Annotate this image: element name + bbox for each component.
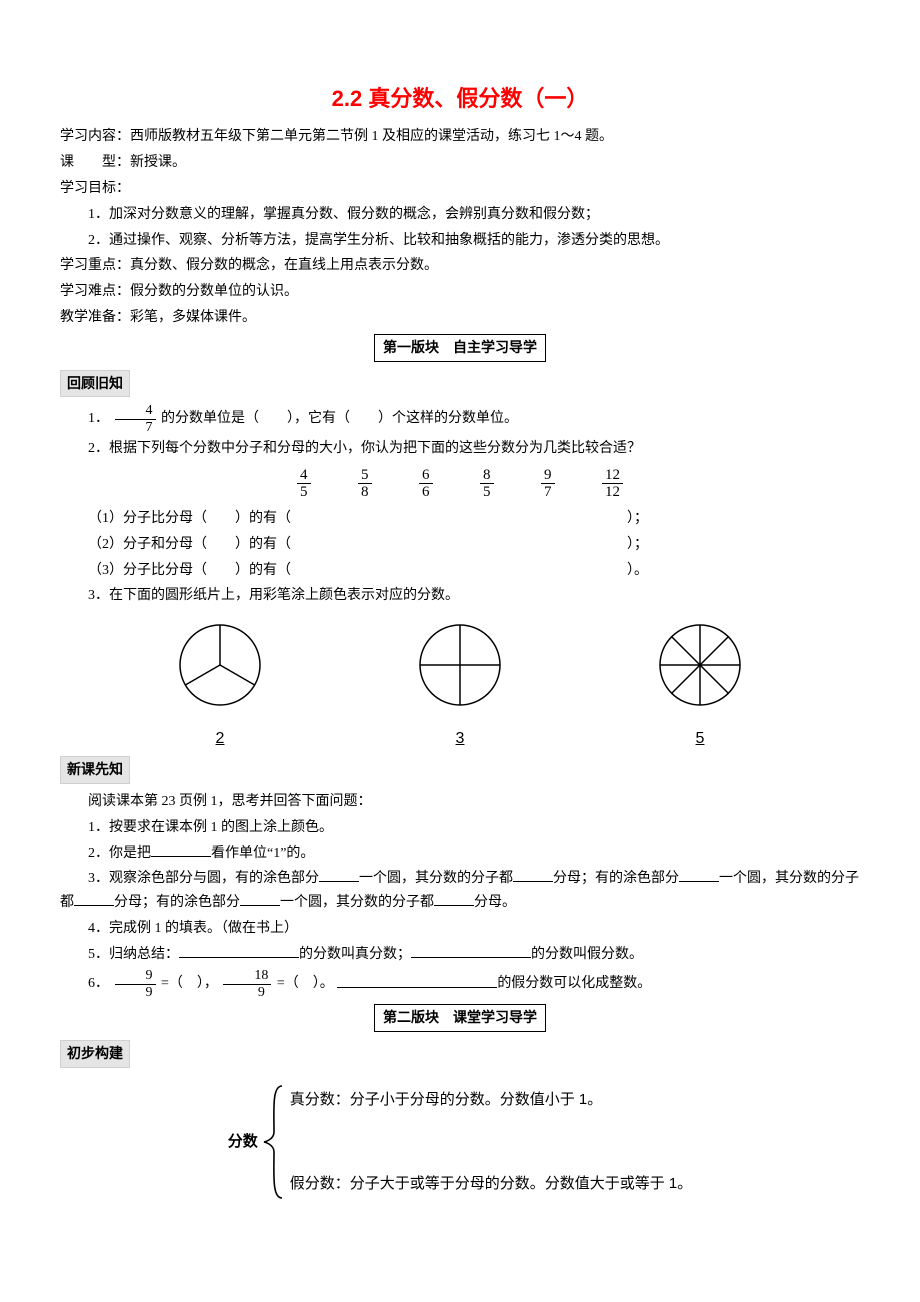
preview-p2: 2．你是把看作单位“1”的。 [60, 842, 860, 866]
circle-3-sector-icon [177, 622, 263, 708]
circle-3-label: 5 [696, 725, 705, 752]
q1-fraction: 4 7 [115, 403, 156, 435]
q1-num: 4 [115, 403, 156, 418]
circle-2-label: 3 [456, 725, 465, 752]
tag-preview: 新课先知 [60, 756, 130, 784]
brace-diagram: 分数 真分数：分子小于分母的分数。分数值小于 1。 假分数：分子大于或等于分母的… [60, 1082, 860, 1202]
brace-line-1: 真分数：分子小于分母的分数。分数值小于 1。 [290, 1087, 693, 1113]
q1-den: 7 [115, 419, 156, 435]
obj-1: 1．加深对分数意义的理解，掌握真分数、假分数的概念，会辨别真分数和假分数； [60, 203, 860, 227]
block2-header: 第二版块 课堂学习导学 [374, 1004, 546, 1032]
fraction-row: 45 58 66 85 97 1212 [60, 467, 860, 501]
circles-row: 2 3 5 [100, 622, 820, 752]
classify-1: （1）分子比分母（ ）的有（ ）； [60, 507, 860, 531]
meta-content: 学习内容：西师版教材五年级下第二单元第二节例 1 及相应的课堂活动，练习七 1～… [60, 125, 860, 149]
preview-p3: 3．观察涂色部分与圆，有的涂色部分一个圆，其分数的分子都分母；有的涂色部分一个圆… [60, 867, 860, 915]
meta-obj-label: 学习目标： [60, 177, 860, 201]
tag-review: 回顾旧知 [60, 370, 130, 398]
page-title: 2.2 真分数、假分数（一） [60, 80, 860, 117]
tag-build: 初步构建 [60, 1040, 130, 1068]
circle-1: 2 [177, 622, 263, 752]
obj-2: 2．通过操作、观察、分析等方法，提高学生分析、比较和抽象概括的能力，渗透分类的思… [60, 229, 860, 253]
circle-3: 5 [657, 622, 743, 752]
circle-1-label: 2 [216, 725, 225, 752]
q1-prefix: 1． [88, 411, 109, 426]
frac-5: 97 [541, 467, 555, 501]
circle-8-sector-icon [657, 622, 743, 708]
meta-class-type: 课 型：新授课。 [60, 151, 860, 175]
preview-intro: 阅读课本第 23 页例 1，思考并回答下面问题： [60, 790, 860, 814]
frac-1: 45 [297, 467, 311, 501]
preview-p5: 5．归纳总结：的分数叫真分数；的分数叫假分数。 [60, 943, 860, 967]
circle-4-sector-icon [417, 622, 503, 708]
classify-3: （3）分子比分母（ ）的有（ ）。 [60, 559, 860, 583]
review-q2: 2．根据下列每个分数中分子和分母的大小，你认为把下面的这些分数分为几类比较合适？ [60, 437, 860, 461]
meta-focus: 学习重点：真分数、假分数的概念，在直线上用点表示分数。 [60, 254, 860, 278]
q1-suffix: 的分数单位是（ ），它有（ ）个这样的分数单位。 [161, 411, 518, 426]
preview-p1: 1．按要求在课本例 1 的图上涂上颜色。 [60, 816, 860, 840]
frac-3: 66 [419, 467, 433, 501]
frac-2: 58 [358, 467, 372, 501]
brace-root: 分数 [228, 1129, 258, 1155]
brace-line-2: 假分数：分子大于或等于分母的分数。分数值大于或等于 1。 [290, 1171, 693, 1197]
p6-frac1: 99 [115, 968, 156, 1000]
meta-prep: 教学准备：彩笔，多媒体课件。 [60, 306, 860, 330]
circle-2: 3 [417, 622, 503, 752]
meta-difficulty: 学习难点：假分数的分数单位的认识。 [60, 280, 860, 304]
p6-frac2: 189 [223, 968, 271, 1000]
block1-header: 第一版块 自主学习导学 [374, 334, 546, 362]
classify-2: （2）分子和分母（ ）的有（ ）； [60, 533, 860, 557]
frac-4: 85 [480, 467, 494, 501]
preview-p6: 6． 99 =（ ）， 189 =（ ）。 的假分数可以化成整数。 [60, 968, 860, 1000]
review-q3: 3．在下面的圆形纸片上，用彩笔涂上颜色表示对应的分数。 [60, 584, 860, 608]
left-brace-icon [262, 1082, 284, 1202]
frac-6: 1212 [602, 467, 623, 501]
preview-p4: 4．完成例 1 的填表。（做在书上） [60, 917, 860, 941]
review-q1: 1． 4 7 的分数单位是（ ），它有（ ）个这样的分数单位。 [60, 403, 860, 435]
blank [151, 842, 211, 857]
